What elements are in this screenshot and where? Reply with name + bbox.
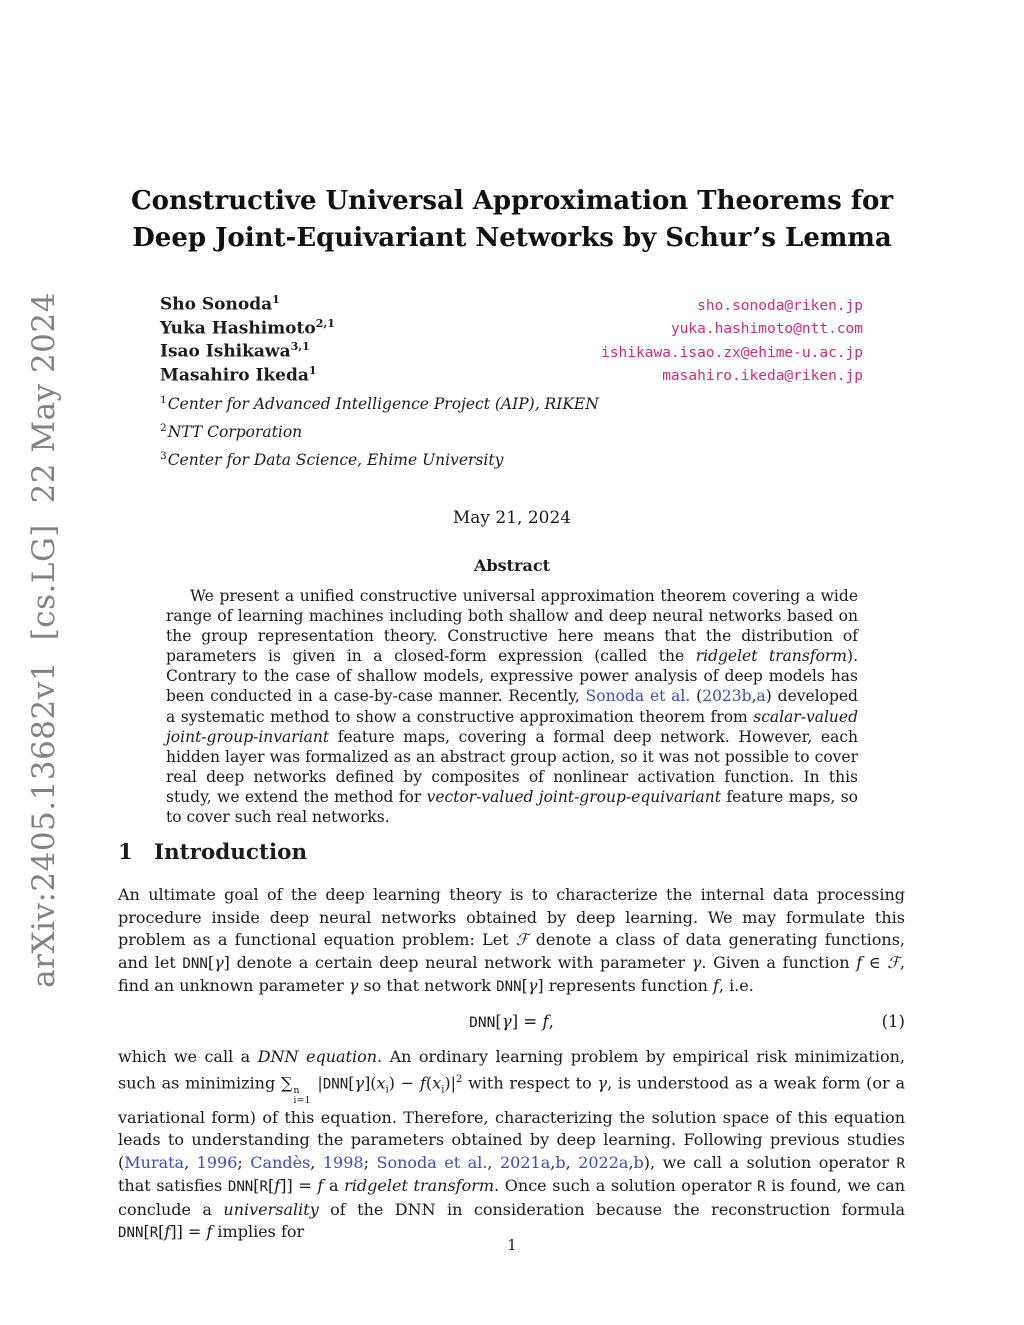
- citation-link[interactable]: 2023b: [702, 687, 752, 706]
- author-affiliation-mark: 1: [308, 363, 317, 377]
- equation-body: DNN[γ] = f,: [469, 1012, 554, 1031]
- citation-link[interactable]: a: [756, 687, 766, 706]
- paper-title: Constructive Universal Approximation The…: [0, 183, 1024, 257]
- author-affiliation-mark: 3,1: [290, 340, 310, 353]
- intro-paragraph-2: which we call a DNN equation. An ordinar…: [118, 1047, 906, 1242]
- affiliation: 2NTT Corporation: [160, 422, 303, 442]
- citation-link[interactable]: Candès: [250, 1152, 311, 1172]
- arxiv-watermark: arXiv:2405.13682v1 [cs.LG] 22 May 2024: [26, 292, 62, 988]
- section-heading-introduction: 1 Introduction: [118, 840, 307, 865]
- section-title: Introduction: [153, 840, 308, 865]
- author-name: Yuka Hashimoto2,1: [160, 316, 335, 339]
- abstract-heading: Abstract: [474, 556, 550, 575]
- author-email-link[interactable]: ishikawa.isao.zx@ehime-u.ac.jp: [601, 344, 863, 361]
- paper-title-line1: Constructive Universal Approximation The…: [130, 186, 894, 216]
- section-number: 1: [118, 840, 133, 865]
- citation-link[interactable]: 2022a: [578, 1152, 629, 1172]
- equation-number: (1): [881, 1012, 905, 1031]
- equation-1: DNN[γ] = f, (1): [118, 1012, 905, 1031]
- intro-paragraph-1: An ultimate goal of the deep learning th…: [118, 885, 906, 995]
- page-number: 1: [507, 1236, 517, 1254]
- paper-title-line2: Deep Joint-Equivariant Networks by Schur…: [132, 223, 892, 253]
- citation-link[interactable]: Sonoda et al.: [585, 687, 691, 706]
- author-row: Sho Sonoda1 sho.sonoda@riken.jp: [160, 293, 863, 317]
- citation-link[interactable]: 2021a: [500, 1152, 551, 1172]
- author-affiliation-mark: 1: [272, 293, 280, 306]
- author-name: Masahiro Ikeda1: [160, 363, 317, 386]
- citation-link[interactable]: Sonoda et al.: [376, 1152, 488, 1172]
- author-name: Isao Ishikawa3,1: [160, 340, 310, 362]
- author-affiliation-mark: 2,1: [315, 316, 335, 330]
- affiliation: 3Center for Data Science, Ehime Universi…: [160, 450, 504, 470]
- affiliation-block: 1Center for Advanced Intelligence Projec…: [160, 388, 904, 472]
- author-block: Sho Sonoda1 sho.sonoda@riken.jp Yuka Has…: [160, 293, 863, 387]
- author-row: Masahiro Ikeda1 masahiro.ikeda@riken.jp: [160, 364, 863, 388]
- affiliation: 1Center for Advanced Intelligence Projec…: [160, 394, 599, 414]
- author-row: Yuka Hashimoto2,1 yuka.hashimoto@ntt.com: [160, 317, 863, 341]
- author-name: Sho Sonoda1: [160, 293, 280, 315]
- citation-link[interactable]: b: [633, 1152, 644, 1172]
- abstract-text: We present a unified constructive univer…: [166, 587, 858, 827]
- citation-link[interactable]: Murata: [124, 1152, 185, 1172]
- citation-link[interactable]: 1998: [322, 1152, 364, 1172]
- author-email-link[interactable]: masahiro.ikeda@riken.jp: [662, 368, 863, 385]
- paper-date: May 21, 2024: [452, 508, 572, 528]
- author-email-link[interactable]: sho.sonoda@riken.jp: [697, 297, 863, 314]
- author-row: Isao Ishikawa3,1 ishikawa.isao.zx@ehime-…: [160, 340, 863, 364]
- citation-link[interactable]: b: [555, 1152, 566, 1172]
- citation-link[interactable]: 1996: [196, 1152, 238, 1172]
- author-email-link[interactable]: yuka.hashimoto@ntt.com: [670, 321, 863, 338]
